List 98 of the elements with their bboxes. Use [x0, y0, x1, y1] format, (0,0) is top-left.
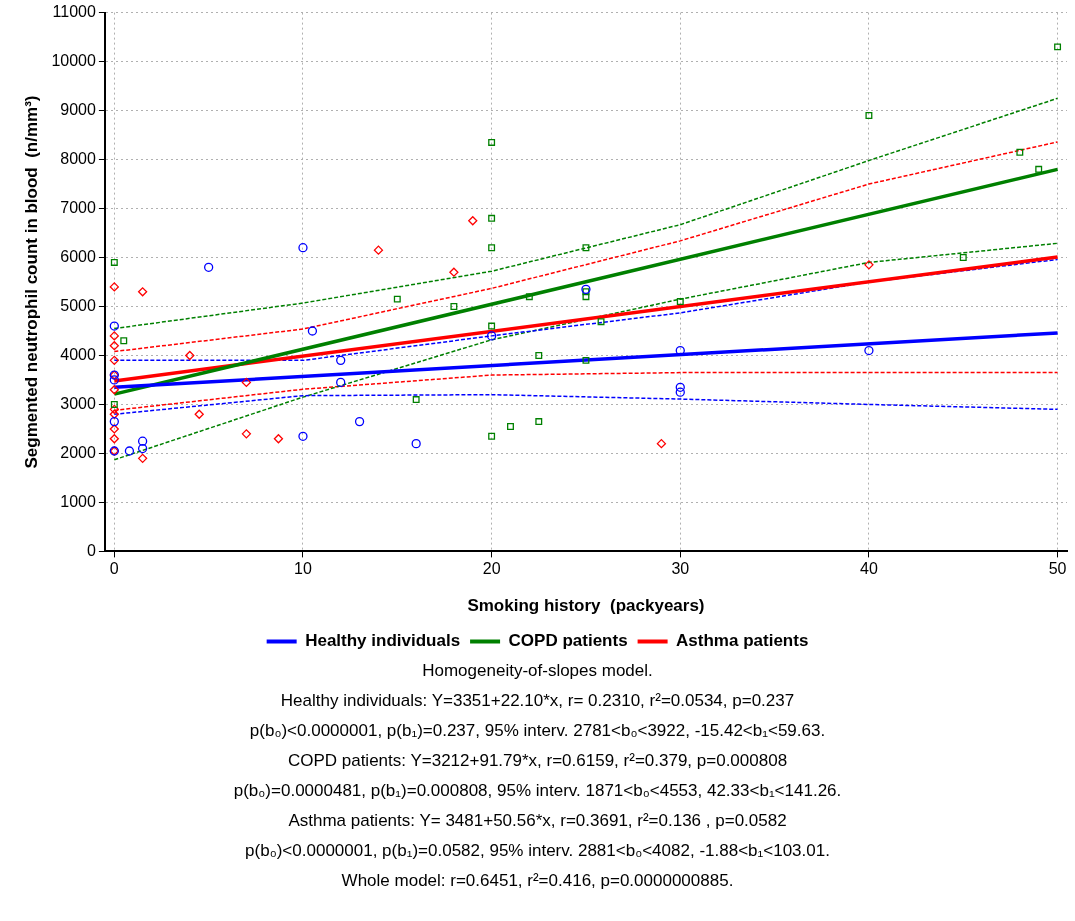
point	[109, 416, 119, 427]
text: p(b₀)=0.0000481, p(b₁)=0.000808, 95% interv. 1871<b₀<4553, 42.33<b₁<141.26.	[232, 780, 843, 802]
y-tick-label: 8000	[60, 149, 96, 167]
text: Whole model: r=0.6451, r²=0.416, p=0.0000000885.	[340, 870, 735, 892]
point	[109, 409, 119, 419]
point	[1054, 43, 1062, 51]
point	[336, 355, 346, 366]
point	[307, 326, 318, 336]
point	[676, 298, 684, 306]
x-tick-label: 40	[860, 560, 878, 578]
point	[393, 295, 401, 303]
text: COPD patients: Y=3212+91.79*x, r=0.6159, r²=0.379, p=0.000808	[286, 750, 789, 772]
point	[959, 254, 967, 261]
text: Asthma patients: Y= 3481+50.56*x, r=0.3691, r²=0.136 , p=0.0582	[287, 810, 788, 832]
x-tick-label: 0	[109, 560, 119, 578]
y-tick-label: 2000	[60, 443, 96, 461]
y-tick-label: 9000	[60, 100, 96, 118]
y-tick-label: 10000	[51, 51, 96, 69]
point	[535, 418, 543, 426]
point	[581, 284, 591, 294]
point	[864, 345, 874, 356]
point	[412, 396, 420, 404]
point	[507, 423, 514, 430]
point	[109, 434, 119, 444]
text: p(b₀)<0.0000001, p(b₁)=0.0582, 95% interv. 2881<b₀<4082, -1.88<b₁<103.01.	[244, 840, 831, 862]
point	[525, 293, 533, 301]
point	[488, 432, 496, 440]
point	[597, 318, 605, 326]
point	[582, 356, 590, 364]
y-tick-label: 3000	[60, 394, 96, 412]
y-tick-label: 0	[86, 541, 96, 559]
point	[582, 244, 590, 252]
point	[241, 377, 252, 388]
legend-label: Asthma patients	[676, 631, 809, 651]
legend-label: COPD patients	[508, 631, 628, 651]
point	[109, 385, 119, 395]
text: Homogeneity-of-slopes model.	[421, 660, 654, 682]
point	[488, 322, 496, 330]
point	[137, 453, 148, 463]
point	[137, 287, 148, 297]
point	[488, 214, 496, 222]
point	[488, 244, 496, 252]
point	[194, 409, 204, 419]
point	[468, 216, 478, 226]
point	[450, 303, 458, 310]
x-axis-title: Smoking history (packyears)	[467, 596, 705, 616]
point	[109, 424, 119, 434]
point	[109, 331, 119, 341]
point	[109, 282, 119, 292]
point	[488, 138, 496, 146]
point	[109, 375, 119, 385]
point	[373, 245, 384, 255]
line-series	[113, 242, 1059, 461]
y-tick-label: 4000	[60, 345, 96, 363]
point	[110, 400, 118, 408]
point	[354, 416, 365, 427]
point	[675, 382, 685, 392]
point	[864, 260, 874, 270]
point	[1035, 165, 1043, 173]
point	[109, 404, 119, 414]
point	[137, 443, 148, 454]
point	[109, 355, 119, 366]
y-axis-title: Segmented neutrophil count in blood (n/mm³)	[21, 95, 41, 469]
point	[411, 438, 421, 449]
text: Healthy individuals: Y=3351+22.10*x, r= 0.2310, r²=0.0534, p=0.237	[279, 690, 796, 712]
point	[185, 350, 195, 361]
point	[204, 262, 214, 272]
point	[675, 387, 685, 397]
text: p(b₀)<0.0000001, p(b₁)=0.237, 95% interv. 2781<b₀<3922, -15.42<b₁<59.63.	[248, 720, 827, 742]
point	[656, 438, 667, 449]
point	[124, 446, 135, 456]
y-tick-label: 5000	[60, 296, 96, 314]
x-tick-label: 50	[1048, 560, 1067, 578]
point	[241, 429, 252, 439]
point	[109, 341, 119, 351]
y-tick-label: 7000	[60, 198, 96, 216]
point	[336, 377, 346, 388]
legend-label: Healthy individuals	[305, 631, 461, 651]
point	[486, 331, 497, 341]
point	[449, 267, 459, 277]
x-tick-label: 30	[671, 560, 690, 578]
point	[582, 288, 590, 296]
point	[1016, 148, 1024, 156]
point	[110, 258, 118, 266]
point	[865, 111, 873, 119]
point	[298, 243, 308, 253]
y-tick-label: 11000	[52, 3, 96, 21]
x-tick-label: 20	[482, 560, 501, 578]
point	[273, 434, 284, 444]
point	[582, 293, 590, 301]
x-tick-label: 10	[294, 560, 312, 578]
y-tick-label: 1000	[60, 492, 96, 510]
point	[298, 431, 308, 441]
point	[137, 436, 148, 446]
point	[120, 337, 128, 345]
point	[109, 321, 119, 331]
point	[535, 351, 543, 359]
y-tick-label: 6000	[60, 247, 96, 265]
